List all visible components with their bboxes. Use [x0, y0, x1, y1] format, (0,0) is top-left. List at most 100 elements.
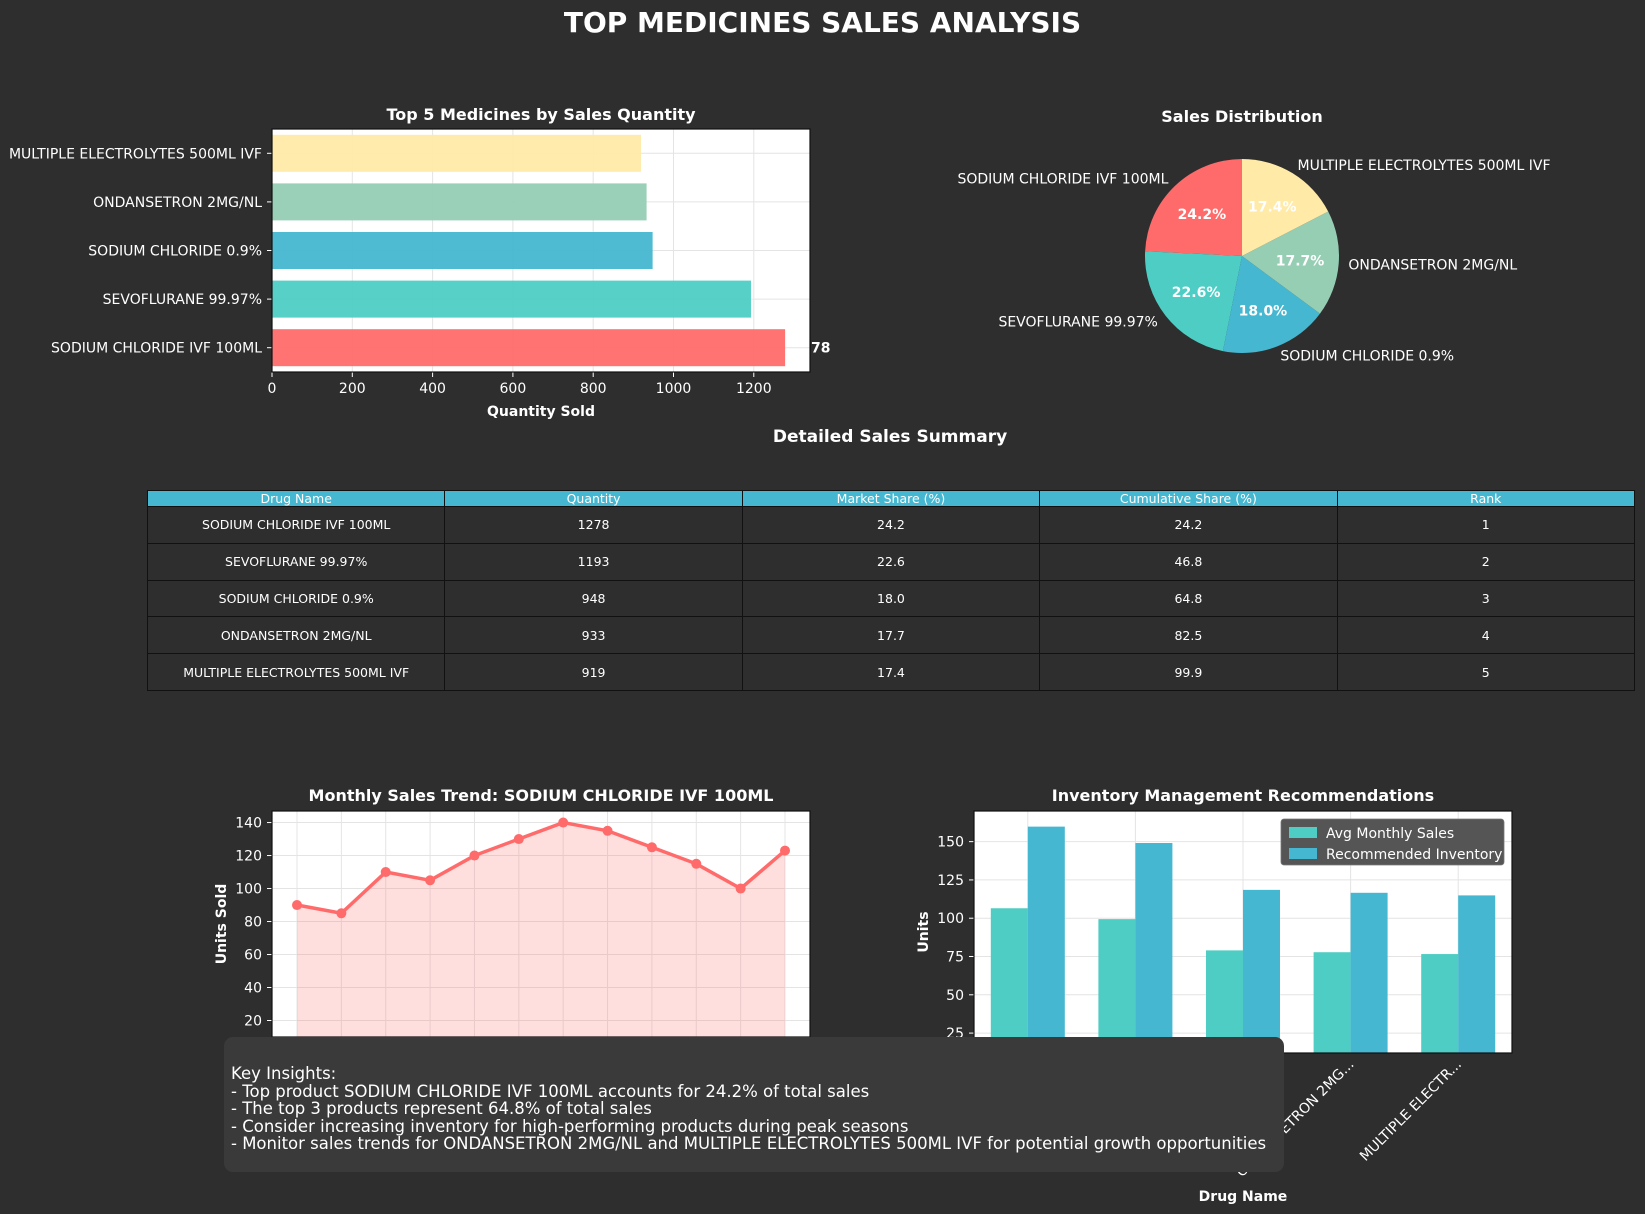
y-tick-label: 100: [235, 882, 262, 898]
plot-frame: [271, 128, 811, 373]
table-cell: 919: [444, 653, 743, 691]
table-row: SODIUM CHLORIDE 0.9% 948 18.0 64.8 3: [146, 579, 1636, 618]
x-tick-label: 1000: [656, 381, 692, 397]
trend-point: [292, 900, 302, 911]
pie-slice: [1222, 256, 1320, 353]
x-tick-label: 600: [500, 381, 527, 397]
table-cell: 2: [1336, 542, 1636, 581]
pie-slice-label: SODIUM CHLORIDE 0.9%: [1280, 349, 1454, 365]
trend-point: [380, 867, 391, 878]
trend-point: [646, 842, 657, 853]
table-cell: 3: [1336, 579, 1636, 618]
table-cell: 1193: [444, 542, 743, 581]
bar: [272, 183, 647, 221]
y-tick-label: MULTIPLE ELECTROLYTES 500ML IVF: [9, 146, 262, 162]
legend-box: [1280, 818, 1505, 866]
y-tick-label: 20: [244, 1014, 262, 1030]
pie-pct-label: 24.2%: [1178, 207, 1227, 223]
table-header-cell: Cumulative Share (%): [1039, 490, 1338, 507]
sales-summary-table: Drug Name Quantity Market Share (%) Cumulat…: [146, 490, 1636, 691]
pie-slice: [1242, 159, 1329, 256]
table-cell: 82.5: [1039, 616, 1338, 655]
table-cell: 933: [444, 616, 743, 655]
x-axis-label: Drug Name: [1199, 1189, 1288, 1205]
table-cell: 24.2: [741, 506, 1041, 544]
bar: [272, 232, 653, 269]
table-row: SEVOFLURANE 99.97% 1193 22.6 46.8 2: [146, 542, 1636, 581]
x-tick-label: 0: [268, 381, 277, 397]
table-cell: SODIUM CHLORIDE 0.9%: [146, 579, 446, 618]
y-axis-label: Units: [916, 911, 932, 952]
pie-chart-title: Sales Distribution: [1161, 107, 1322, 126]
x-tick-label: MULTIPLE ELECTR...: [1357, 1057, 1465, 1165]
inventory-bar: [990, 908, 1028, 1053]
trend-point: [336, 908, 347, 919]
pie-pct-label: 22.6%: [1172, 285, 1221, 301]
pie-slice-label: MULTIPLE ELECTROLYTES 500ML IVF: [1298, 158, 1551, 174]
pie-slice: [1145, 251, 1242, 352]
x-tick-label: 400: [419, 381, 446, 397]
bar: [272, 329, 786, 367]
pie-pct-label: 17.4%: [1248, 199, 1297, 215]
pie-slice-label: ONDANSETRON 2MG/NL: [1348, 258, 1517, 274]
pie-slice-label: SODIUM CHLORIDE IVF 100ML: [957, 172, 1168, 188]
y-tick-label: SODIUM CHLORIDE 0.9%: [88, 244, 262, 260]
insights-line: - The top 3 products represent 64.8% of …: [231, 1099, 652, 1119]
plot-background: [272, 811, 810, 1037]
table-header-cell: Drug Name: [146, 490, 446, 507]
table-cell: SODIUM CHLORIDE IVF 100ML: [146, 506, 446, 544]
legend-label: Avg Monthly Sales: [1326, 826, 1454, 842]
table-header-cell: Quantity: [444, 490, 743, 507]
trend-chart: 20 40 60 80 100 120 140 Monthly Sales Trend: SO…: [214, 786, 811, 1038]
y-tick-label: 75: [946, 950, 964, 966]
trend-point: [602, 825, 613, 836]
table-cell: 18.0: [741, 579, 1041, 618]
insights-box: Key Insights: - Top product SODIUM CHLOR…: [224, 1037, 1284, 1172]
pie-slice-label: SEVOFLURANE 99.97%: [998, 315, 1157, 331]
inventory-bar: [1135, 843, 1173, 1053]
table-body: SODIUM CHLORIDE IVF 100ML 1278 24.2 24.2 1 SE…: [146, 506, 1636, 691]
table-cell: 46.8: [1039, 542, 1338, 581]
y-axis-label: Units Sold: [214, 884, 230, 965]
table-cell: 1: [1336, 506, 1636, 544]
table-header-row: Drug Name Quantity Market Share (%) Cumulat…: [146, 490, 1636, 507]
table-row: MULTIPLE ELECTROLYTES 500ML IVF 919 17.4 99…: [146, 653, 1636, 691]
y-tick-label: 120: [235, 849, 262, 865]
table-cell: 64.8: [1039, 579, 1338, 618]
inventory-bar: [1027, 826, 1065, 1053]
table-cell: 5: [1336, 653, 1636, 691]
pie-pct-label: 18.0%: [1239, 303, 1288, 319]
trend-point: [425, 875, 436, 886]
legend-swatch: [1289, 848, 1317, 859]
pie-slice: [1145, 159, 1242, 256]
table-cell: 948: [444, 579, 743, 618]
insights-heading: Key Insights:: [231, 1064, 337, 1083]
x-tick-label: 800: [580, 381, 607, 397]
y-tick-label: 60: [244, 948, 262, 964]
trend-area: [297, 822, 785, 1037]
y-tick-label: 150: [937, 835, 964, 851]
insights-line: - Consider increasing inventory for high…: [231, 1116, 909, 1136]
bar-value-label: 78: [811, 341, 830, 357]
y-tick-label: 100: [937, 911, 964, 927]
insights-line: - Top product SODIUM CHLORIDE IVF 100ML …: [231, 1081, 870, 1101]
table-header-cell: Rank: [1336, 490, 1636, 507]
inventory-bar: [1458, 895, 1496, 1053]
bar: [272, 280, 751, 318]
inventory-bar: [1098, 919, 1136, 1053]
trend-line: [296, 820, 787, 916]
x-axis-label: Quantity Sold: [487, 404, 595, 420]
table-title: Detailed Sales Summary: [772, 427, 1008, 447]
y-tick-label: ONDANSETRON 2MG/NL: [93, 195, 262, 211]
y-tick-label: 40: [244, 981, 262, 997]
pie-pct-label: 17.7%: [1276, 254, 1325, 270]
trend-point: [691, 858, 702, 869]
table-header-cell: Market Share (%): [741, 490, 1041, 507]
table-cell: 24.2: [1039, 506, 1338, 544]
inventory-chart-title: Inventory Management Recommendations: [1052, 786, 1434, 805]
pie-slice: [1242, 211, 1339, 314]
y-tick-label: 50: [946, 988, 964, 1004]
table-cell: 17.4: [741, 653, 1041, 691]
inventory-bar: [1206, 950, 1243, 1053]
